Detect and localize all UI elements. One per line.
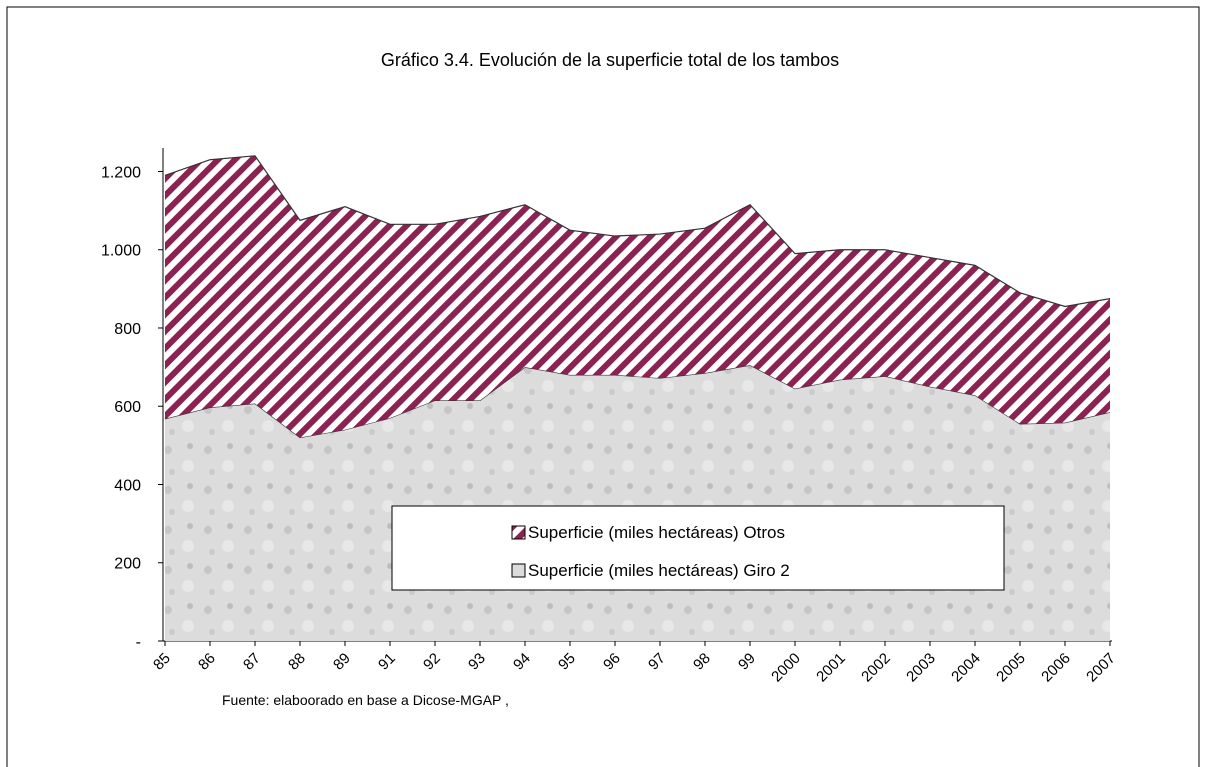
- x-tick-label: 99: [735, 650, 759, 674]
- chart-title: Gráfico 3.4. Evolución de la superficie …: [381, 50, 839, 70]
- x-tick-label: 2003: [903, 650, 939, 686]
- x-tick-label: 95: [555, 650, 579, 674]
- x-tick-label: 2006: [1038, 650, 1074, 686]
- x-tick-label: 92: [420, 650, 444, 674]
- x-tick-label: 94: [510, 650, 534, 674]
- x-tick-label: 89: [330, 650, 354, 674]
- area: [165, 155, 1110, 438]
- x-tick-label: 85: [150, 650, 174, 674]
- x-tick-label: 87: [240, 650, 264, 674]
- x-tick-label: 2001: [813, 650, 849, 686]
- y-tick-label: 1.200: [101, 164, 141, 181]
- x-tick-label: 2000: [768, 650, 804, 686]
- x-tick-label: 2002: [858, 650, 894, 686]
- y-tick-label: -: [136, 634, 141, 651]
- x-tick-label: 96: [600, 650, 624, 674]
- x-tick-label: 88: [285, 650, 309, 674]
- x-tick-label: 2005: [993, 650, 1029, 686]
- frame: [6, 6, 1200, 767]
- legend-label: Superficie (miles hectáreas) Otros: [528, 523, 785, 542]
- legend-swatch: [511, 563, 526, 578]
- x-tick-label: 2004: [948, 650, 984, 686]
- x-tick-label: 98: [690, 650, 714, 674]
- y-tick-label: 400: [114, 477, 141, 494]
- area-outline: [164, 155, 1111, 308]
- legend-swatch: [511, 525, 526, 540]
- x-tick-label: 97: [645, 650, 669, 674]
- y-tick-label: 200: [114, 556, 141, 573]
- x-tick-label: 2007: [1083, 650, 1119, 686]
- y-tick-label: 1.000: [101, 243, 141, 260]
- legend-label: Superficie (miles hectáreas) Giro 2: [528, 561, 790, 580]
- y-tick-label: 600: [114, 399, 141, 416]
- legend-box: [391, 505, 1005, 591]
- y-tick-label: 800: [114, 321, 141, 338]
- x-tick-label: 91: [375, 650, 399, 674]
- x-tick-label: 86: [195, 650, 219, 674]
- x-tick-label: 93: [465, 650, 489, 674]
- source-note: Fuente: elaboorado en base a Dicose-MGAP…: [222, 692, 509, 708]
